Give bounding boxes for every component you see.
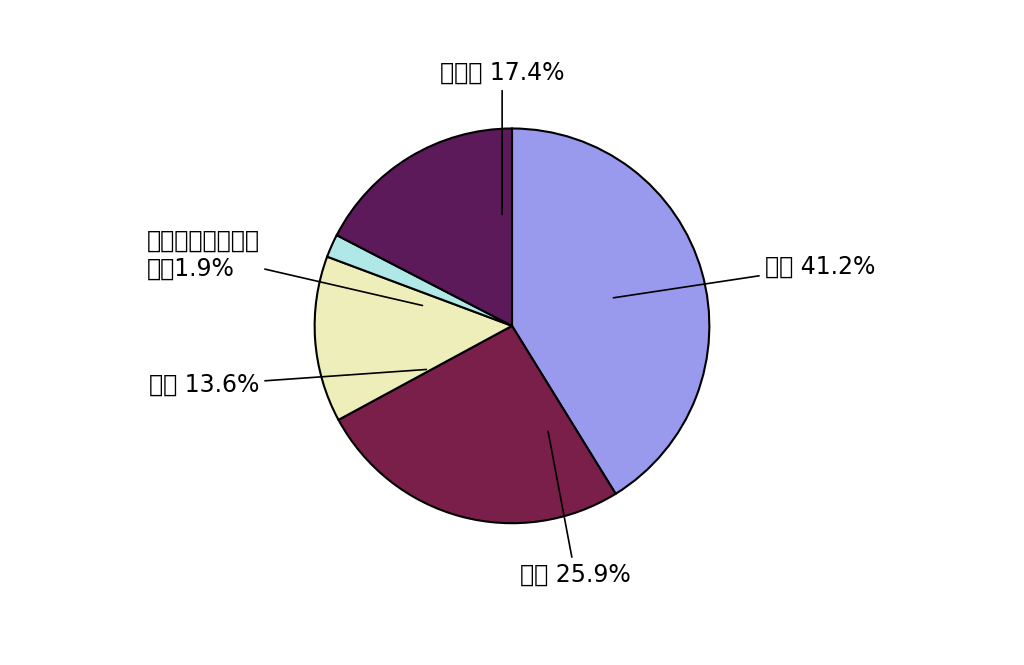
Text: 欧州 25.9%: 欧州 25.9% [520, 431, 631, 587]
Wedge shape [314, 257, 512, 420]
Wedge shape [339, 326, 615, 523]
Wedge shape [512, 128, 710, 494]
Text: 北米 41.2%: 北米 41.2% [613, 255, 874, 298]
Wedge shape [327, 235, 512, 326]
Text: 日本 13.6%: 日本 13.6% [150, 370, 426, 397]
Text: 太平洋（日本を除
く）1.9%: 太平洋（日本を除 く）1.9% [146, 229, 423, 305]
Text: 新興国 17.4%: 新興国 17.4% [440, 61, 564, 215]
Wedge shape [337, 128, 512, 326]
